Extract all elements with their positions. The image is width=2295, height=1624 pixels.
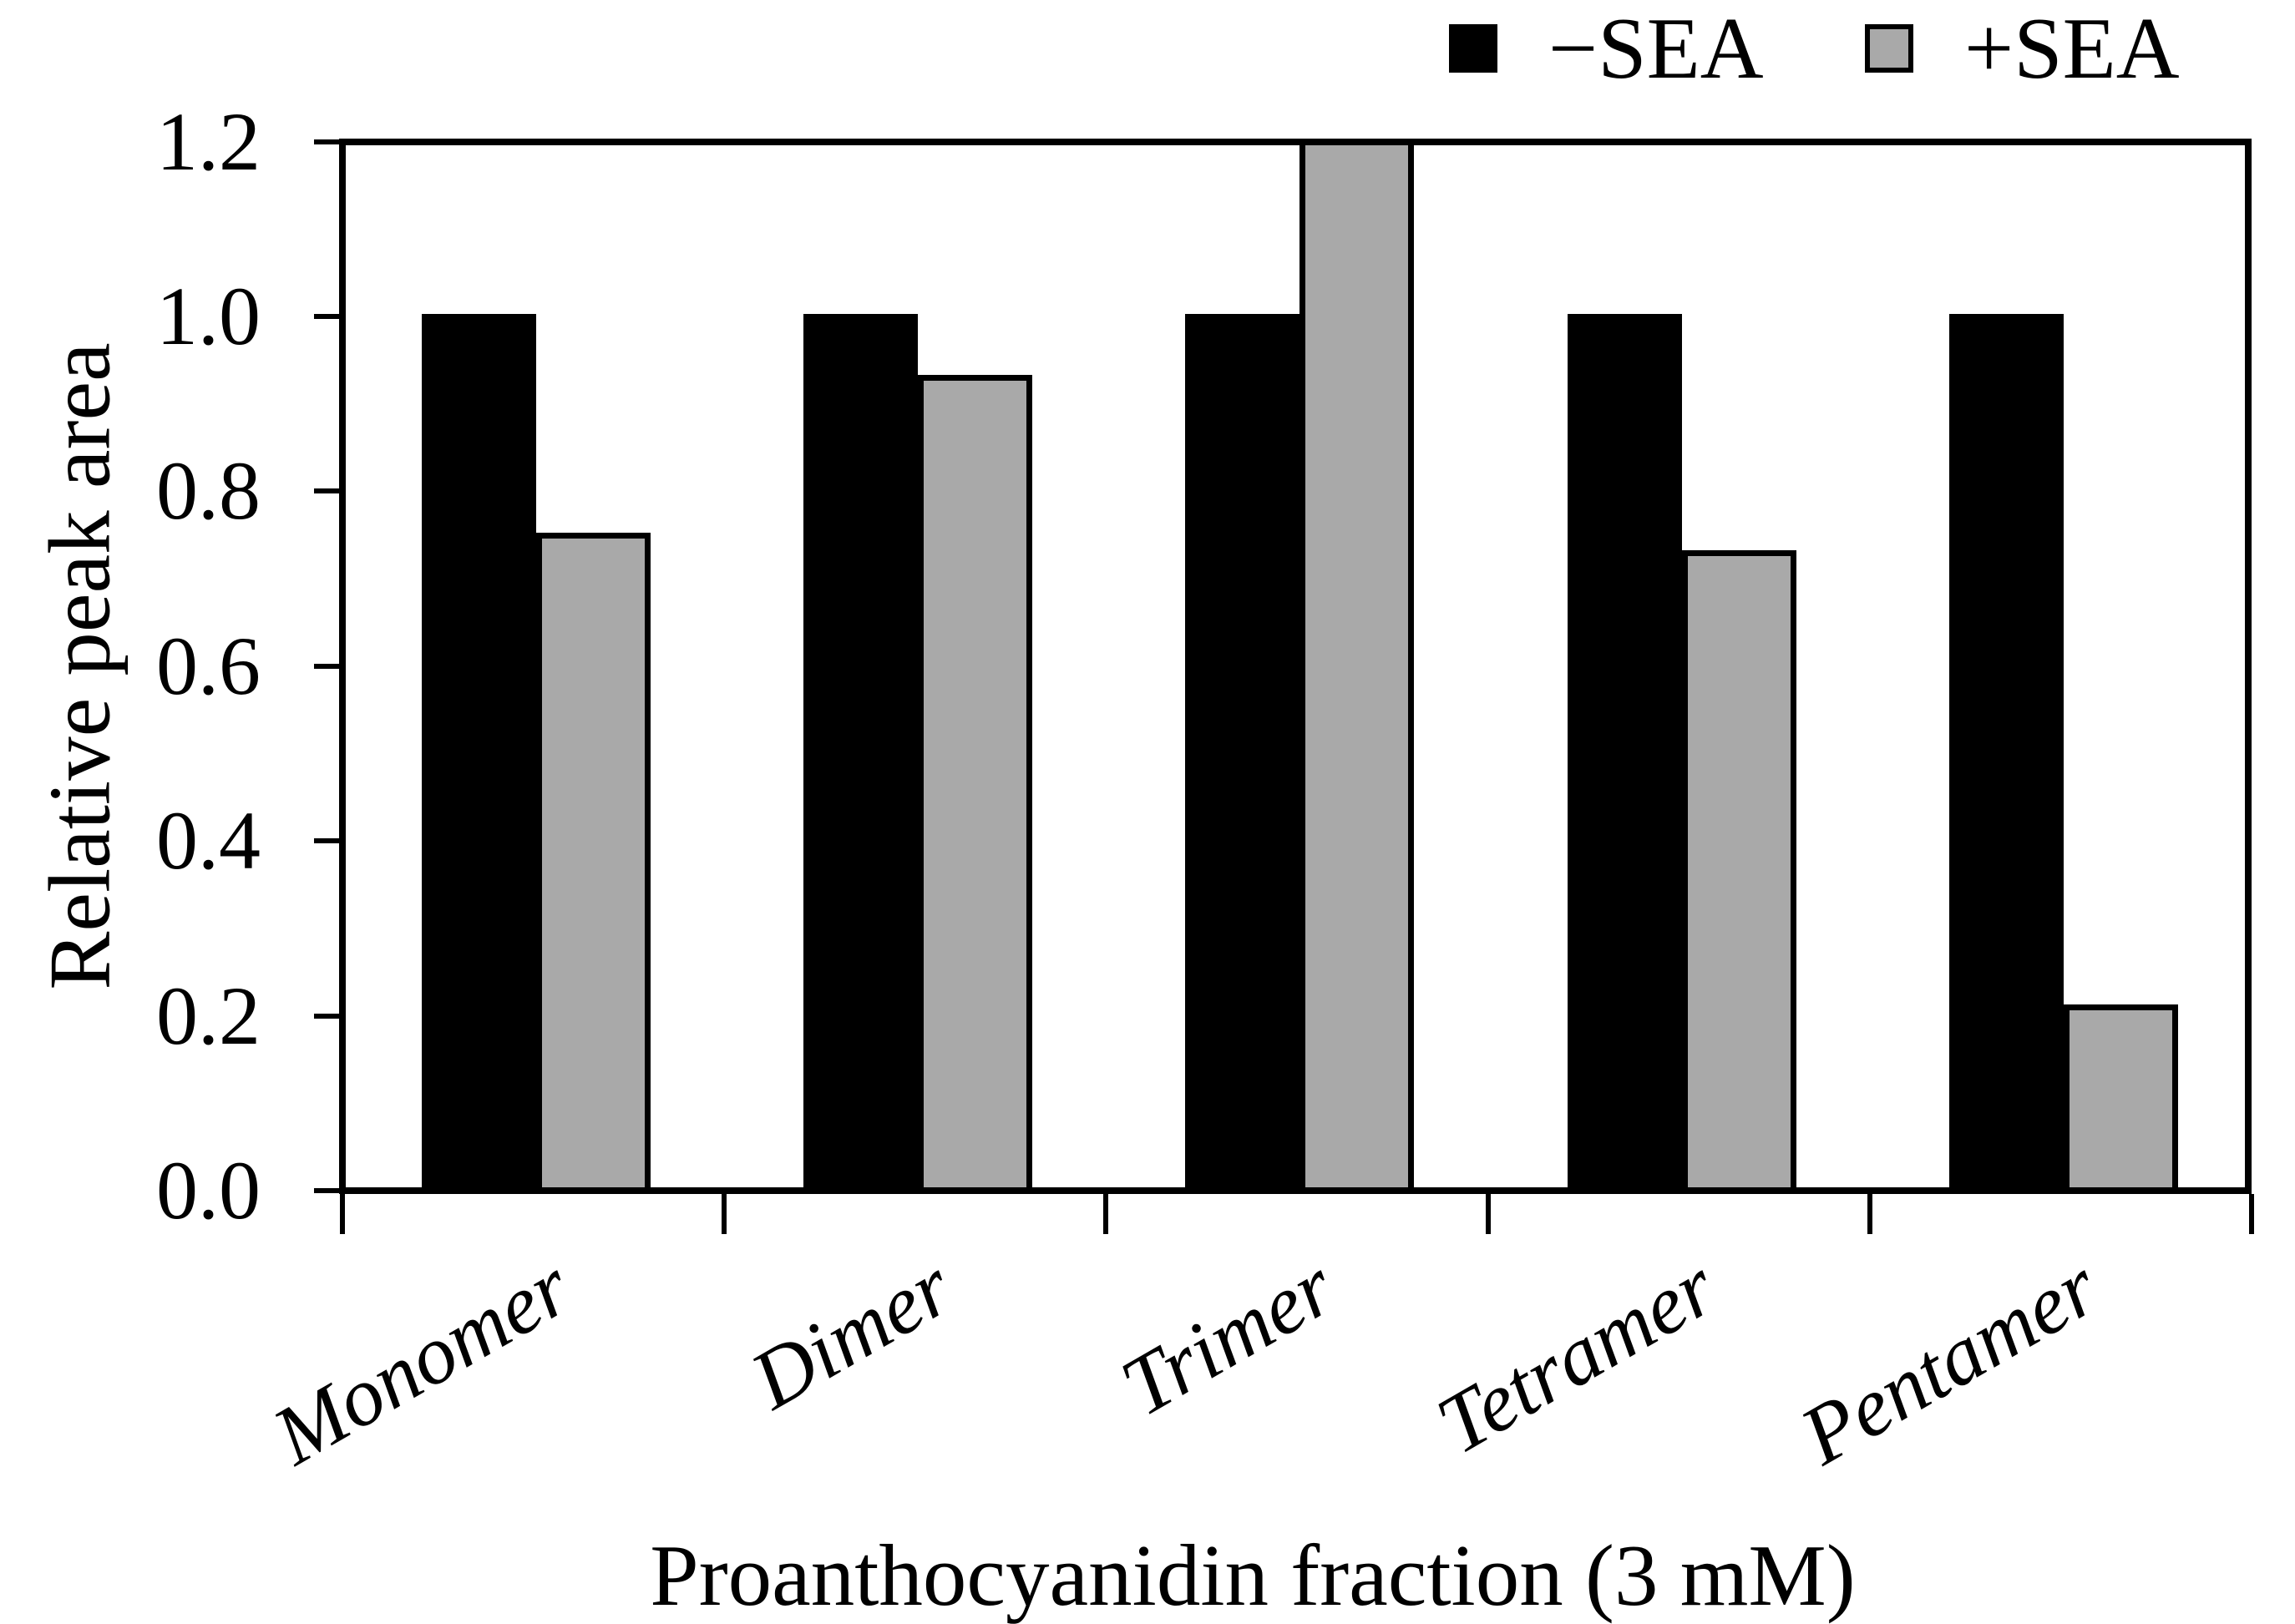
y-axis-tick-0.6 bbox=[314, 663, 344, 669]
x-axis-tick-2 bbox=[1103, 1194, 1109, 1234]
bar-plus-sea-tetramer bbox=[1682, 550, 1796, 1188]
x-axis-tick-5 bbox=[2249, 1194, 2254, 1234]
y-axis-tick-label-1.2: 1.2 bbox=[156, 94, 261, 188]
legend-item-minus-sea: −SEA bbox=[1449, 0, 1764, 97]
x-axis-tick-4 bbox=[1867, 1194, 1872, 1234]
legend-label-plus-sea: +SEA bbox=[1964, 0, 2180, 97]
y-axis-tick-label-0.0: 0.0 bbox=[156, 1144, 261, 1237]
x-axis-category-label-pentamer: Pentamer bbox=[1785, 1239, 2113, 1483]
y-axis-tick-1.2 bbox=[314, 139, 344, 144]
bar-minus-sea-dimer bbox=[803, 314, 918, 1188]
bar-minus-sea-monomer bbox=[422, 314, 536, 1188]
y-axis-tick-0.8 bbox=[314, 488, 344, 494]
plot-area-frame bbox=[339, 139, 2252, 1194]
legend-label-minus-sea: −SEA bbox=[1548, 0, 1764, 97]
x-axis-tick-1 bbox=[722, 1194, 727, 1234]
y-axis-tick-1.0 bbox=[314, 314, 344, 319]
bar-plus-sea-monomer bbox=[536, 533, 651, 1188]
x-axis-category-label-tetramer: Tetramer bbox=[1421, 1239, 1731, 1472]
y-axis-tick-label-0.4: 0.4 bbox=[156, 794, 261, 888]
bar-plus-sea-trimer bbox=[1299, 139, 1414, 1188]
y-axis-tick-0.2 bbox=[314, 1013, 344, 1019]
bar-minus-sea-pentamer bbox=[1949, 314, 2064, 1188]
y-axis-tick-0.4 bbox=[314, 838, 344, 844]
x-axis-tick-3 bbox=[1485, 1194, 1491, 1234]
bar-plus-sea-pentamer bbox=[2064, 1004, 2178, 1188]
y-axis-tick-label-1.0: 1.0 bbox=[156, 270, 261, 362]
bar-minus-sea-tetramer bbox=[1568, 314, 1682, 1188]
x-axis-category-label-monomer: Monomer bbox=[257, 1239, 586, 1483]
x-axis-tick-0 bbox=[340, 1194, 345, 1234]
y-axis-tick-0.0 bbox=[314, 1188, 344, 1193]
y-axis-tick-label-0.2: 0.2 bbox=[156, 969, 261, 1062]
x-axis-category-label-dimer: Dimer bbox=[736, 1239, 968, 1427]
bar-minus-sea-trimer bbox=[1185, 314, 1299, 1188]
bar-plus-sea-dimer bbox=[918, 375, 1032, 1188]
legend-item-plus-sea: +SEA bbox=[1865, 0, 2180, 97]
x-axis-title: Proanthocyanidin fraction (3 mM) bbox=[650, 1526, 1856, 1624]
legend-swatch-minus-sea bbox=[1449, 24, 1497, 73]
y-axis-tick-label-0.8: 0.8 bbox=[156, 444, 261, 538]
x-axis-category-label-trimer: Trimer bbox=[1106, 1239, 1350, 1434]
y-axis-tick-label-0.6: 0.6 bbox=[156, 619, 261, 712]
legend-swatch-plus-sea bbox=[1865, 24, 1913, 73]
